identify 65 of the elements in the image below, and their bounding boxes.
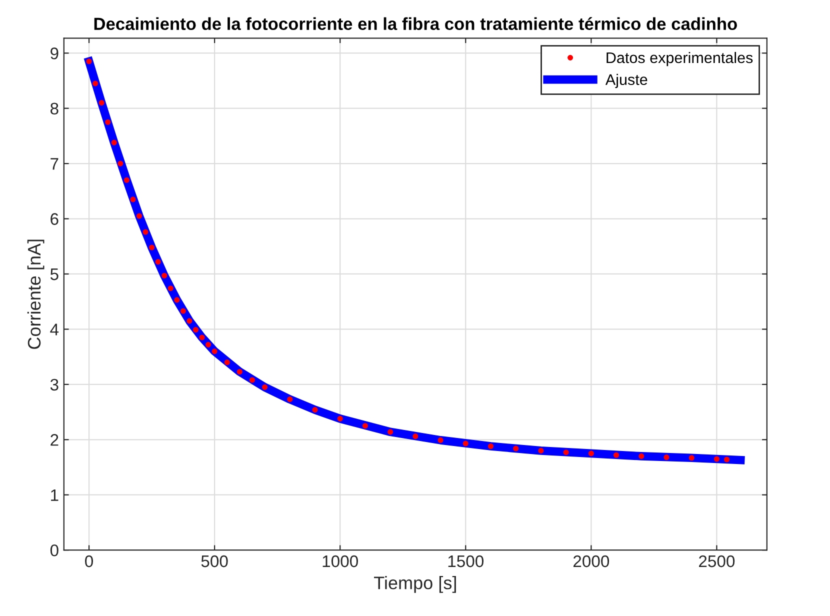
point bbox=[199, 334, 205, 340]
point bbox=[136, 213, 142, 219]
point bbox=[462, 440, 468, 446]
point bbox=[155, 259, 161, 265]
y-tick-label: 0 bbox=[50, 544, 58, 556]
legend-label: Ajuste bbox=[605, 74, 648, 88]
point bbox=[337, 416, 343, 422]
point bbox=[588, 450, 594, 456]
point bbox=[563, 450, 569, 456]
y-tick-label: 6 bbox=[50, 213, 58, 225]
y-tick-label: 8 bbox=[50, 102, 58, 115]
point bbox=[688, 455, 694, 461]
y-tick-label: 7 bbox=[50, 158, 58, 170]
point bbox=[174, 297, 180, 303]
point bbox=[287, 396, 293, 402]
point bbox=[186, 318, 192, 324]
point bbox=[142, 229, 148, 235]
y-tick-label: 9 bbox=[50, 48, 58, 60]
point bbox=[212, 348, 218, 354]
x-tick-label: 500 bbox=[201, 555, 228, 568]
point bbox=[111, 140, 117, 146]
point bbox=[412, 434, 418, 440]
point bbox=[249, 377, 255, 383]
point bbox=[180, 308, 186, 314]
point bbox=[118, 160, 124, 166]
point bbox=[388, 429, 394, 435]
point bbox=[438, 437, 444, 443]
point bbox=[105, 119, 111, 125]
point bbox=[613, 452, 620, 458]
point bbox=[638, 453, 644, 459]
point bbox=[513, 446, 519, 452]
legend-label: Datos experimentales bbox=[606, 52, 753, 66]
point bbox=[86, 58, 92, 64]
point bbox=[714, 456, 720, 462]
point bbox=[206, 342, 212, 348]
point bbox=[488, 443, 494, 450]
point bbox=[224, 360, 230, 366]
point bbox=[92, 80, 98, 86]
point bbox=[98, 100, 104, 106]
x-axis-title: Tiempo [s] bbox=[374, 576, 456, 593]
point bbox=[168, 286, 174, 292]
point bbox=[162, 272, 168, 278]
y-tick-label: 5 bbox=[50, 268, 58, 280]
point bbox=[124, 177, 130, 183]
y-tick-label: 3 bbox=[50, 378, 58, 391]
point bbox=[724, 456, 730, 462]
x-tick-label: 2500 bbox=[699, 555, 735, 568]
x-tick-label: 1500 bbox=[448, 555, 484, 568]
point bbox=[192, 326, 199, 333]
point bbox=[538, 448, 544, 454]
y-tick-label: 1 bbox=[51, 489, 58, 501]
point bbox=[312, 407, 318, 413]
point bbox=[664, 454, 670, 460]
point bbox=[236, 368, 242, 375]
point bbox=[262, 384, 268, 390]
chart-title: Decaimiento de la fotocorriente en la fibra con tratamiente térmico de cadinho bbox=[94, 17, 737, 30]
y-tick-label: 2 bbox=[50, 434, 58, 446]
x-tick-label: 1000 bbox=[322, 555, 358, 568]
point bbox=[130, 196, 136, 202]
x-tick-label: 2000 bbox=[573, 555, 610, 568]
point bbox=[149, 244, 155, 250]
y-tick-label: 4 bbox=[50, 324, 59, 336]
point bbox=[362, 423, 368, 429]
y-axis-title: Corriente [nA] bbox=[27, 240, 44, 349]
x-tick-label: 0 bbox=[85, 555, 93, 568]
